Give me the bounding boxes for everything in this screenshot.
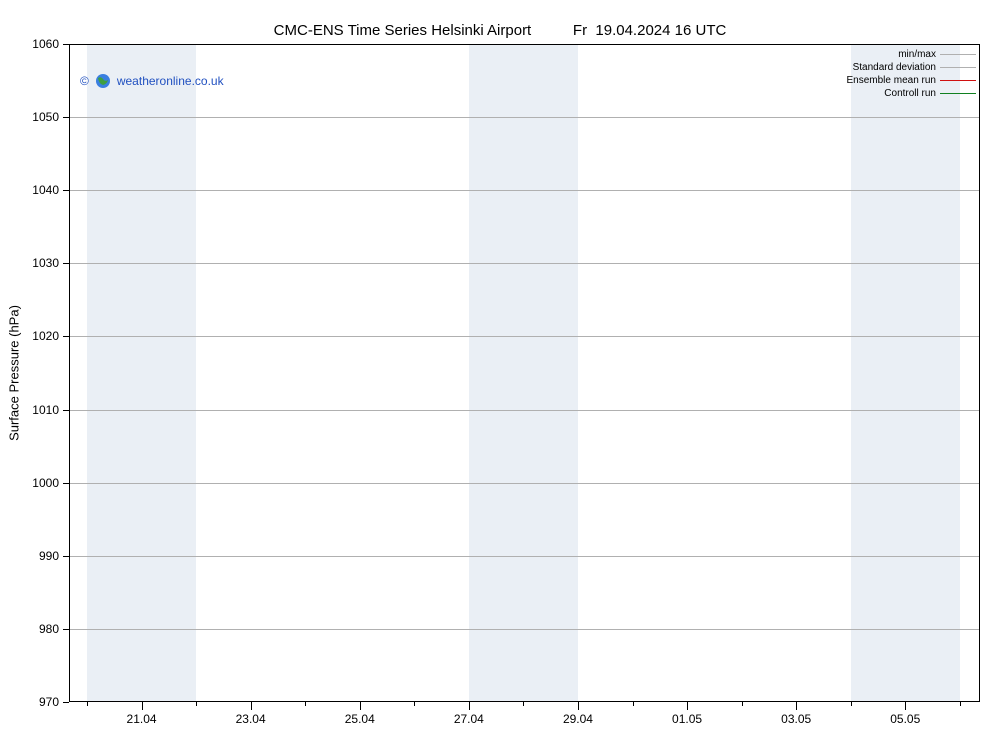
legend-label: Ensemble mean run [847, 74, 941, 87]
weekend-band [87, 44, 196, 702]
y-axis-label: Surface Pressure (hPa) [7, 305, 22, 441]
y-tick [63, 336, 69, 337]
x-tick [251, 702, 252, 710]
legend-item: Ensemble mean run [847, 74, 977, 87]
x-tick-label: 25.04 [345, 712, 375, 726]
x-minor-tick [414, 702, 415, 706]
legend-label: Controll run [884, 87, 940, 100]
y-tick [63, 117, 69, 118]
x-minor-tick [851, 702, 852, 706]
x-tick [469, 702, 470, 710]
y-tick-label: 1060 [32, 37, 59, 51]
x-minor-tick [633, 702, 634, 706]
y-tick [63, 629, 69, 630]
gridline [69, 556, 980, 557]
legend-item: Controll run [847, 87, 977, 100]
legend-item: Standard deviation [847, 61, 977, 74]
gridline [69, 410, 980, 411]
x-minor-tick [960, 702, 961, 706]
x-minor-tick [196, 702, 197, 706]
plot-area: min/maxStandard deviationEnsemble mean r… [69, 44, 980, 702]
y-tick [63, 483, 69, 484]
x-tick [905, 702, 906, 710]
gridline [69, 263, 980, 264]
x-minor-tick [742, 702, 743, 706]
y-tick-label: 990 [39, 549, 59, 563]
y-tick-label: 1020 [32, 329, 59, 343]
x-tick [360, 702, 361, 710]
y-tick-label: 980 [39, 622, 59, 636]
gridline [69, 117, 980, 118]
x-tick [142, 702, 143, 710]
x-tick-label: 27.04 [454, 712, 484, 726]
x-tick-label: 29.04 [563, 712, 593, 726]
copyright-symbol: © [80, 74, 89, 88]
x-tick-label: 21.04 [127, 712, 157, 726]
x-minor-tick [87, 702, 88, 706]
x-tick [687, 702, 688, 710]
legend-swatch [940, 93, 976, 94]
x-tick [578, 702, 579, 710]
y-tick-label: 1030 [32, 256, 59, 270]
x-tick-label: 05.05 [890, 712, 920, 726]
x-minor-tick [523, 702, 524, 706]
gridline [69, 629, 980, 630]
x-tick-label: 01.05 [672, 712, 702, 726]
y-tick-label: 1010 [32, 403, 59, 417]
legend-swatch [940, 54, 976, 55]
gridline [69, 190, 980, 191]
y-tick-label: 1000 [32, 476, 59, 490]
y-tick-label: 1040 [32, 183, 59, 197]
chart-title: CMC-ENS Time Series Helsinki Airport Fr … [0, 22, 1000, 39]
x-tick-label: 03.05 [781, 712, 811, 726]
x-tick [796, 702, 797, 710]
gridline [69, 336, 980, 337]
y-tick [63, 556, 69, 557]
y-tick [63, 190, 69, 191]
gridline [69, 483, 980, 484]
watermark-text: weatheronline.co.uk [117, 74, 224, 88]
weekend-band [851, 44, 960, 702]
y-tick [63, 263, 69, 264]
y-tick [63, 410, 69, 411]
x-tick-label: 23.04 [236, 712, 266, 726]
weekend-band [469, 44, 578, 702]
legend-swatch [940, 80, 976, 81]
legend-swatch [940, 67, 976, 68]
chart-canvas: CMC-ENS Time Series Helsinki Airport Fr … [0, 0, 1000, 733]
watermark: © weatheronline.co.uk [80, 73, 224, 89]
legend-label: Standard deviation [853, 61, 940, 74]
x-minor-tick [305, 702, 306, 706]
y-tick [63, 44, 69, 45]
legend-item: min/max [847, 48, 977, 61]
y-tick-label: 970 [39, 695, 59, 709]
y-tick [63, 702, 69, 703]
globe-icon [95, 73, 111, 89]
y-tick-label: 1050 [32, 110, 59, 124]
legend: min/maxStandard deviationEnsemble mean r… [847, 48, 977, 100]
legend-label: min/max [898, 48, 940, 61]
